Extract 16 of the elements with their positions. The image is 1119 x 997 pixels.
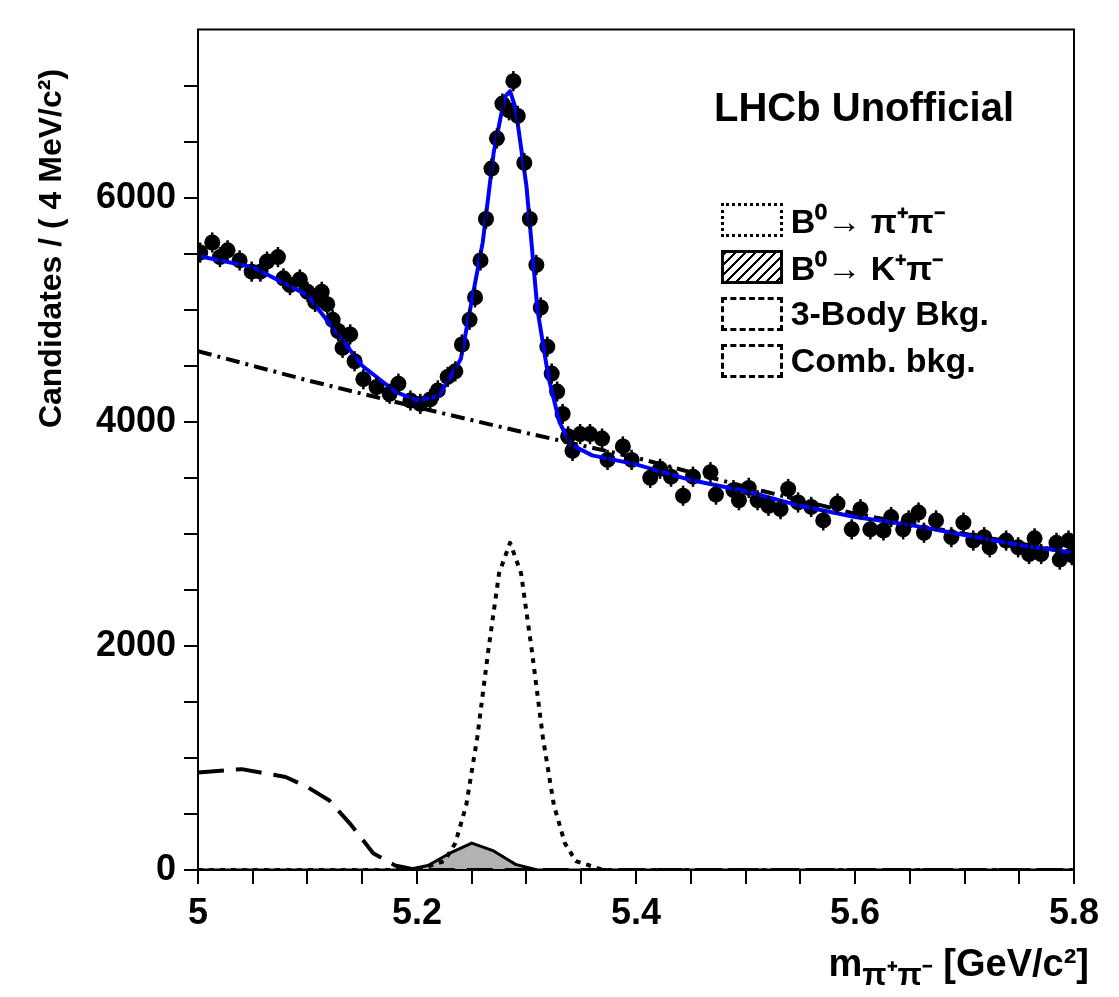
y-tick-label: 6000 xyxy=(95,174,176,216)
y-tick-label: 2000 xyxy=(95,622,176,664)
annotation: LHCb Unofficial xyxy=(714,85,1014,130)
x-tick-label: 5.2 xyxy=(391,890,443,932)
legend-label: B⁰→ K⁺π⁻ xyxy=(790,247,944,289)
y-tick-label: 0 xyxy=(155,846,176,888)
legend-label: 3-Body Bkg. xyxy=(790,294,989,333)
y-tick-label: 4000 xyxy=(95,398,176,440)
y-axis-title: Candidates / ( 4 MeV/c²) xyxy=(31,67,69,431)
x-tick-label: 5.8 xyxy=(1048,890,1100,932)
legend-label: Comb. bkg. xyxy=(790,341,976,380)
x-axis-title: m$_{π⁺π⁻}$ [GeV/c²] xyxy=(828,942,1089,994)
x-tick-label: 5.6 xyxy=(829,890,881,932)
x-tick-label: 5 xyxy=(187,890,209,932)
legend-label: B⁰→ π⁺π⁻ xyxy=(790,200,945,242)
x-tick-label: 5.4 xyxy=(610,890,662,932)
